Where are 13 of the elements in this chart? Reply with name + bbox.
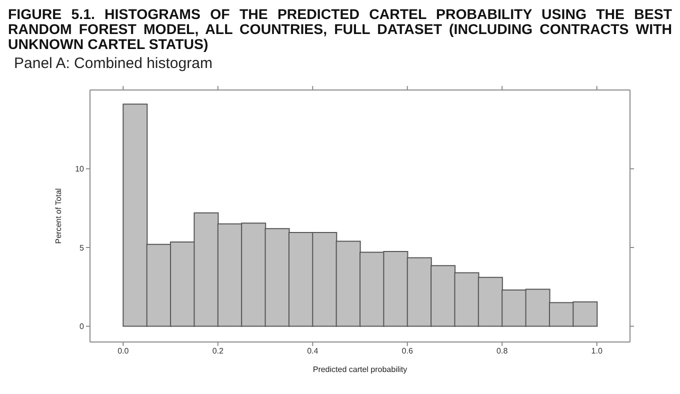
- x-tick-label: 0.0: [118, 346, 130, 356]
- x-tick-label: 0.4: [307, 346, 319, 356]
- x-tick-label: 1.0: [591, 346, 603, 356]
- y-tick-label: 0: [80, 322, 85, 332]
- x-axis-title: Predicted cartel probability: [312, 365, 408, 374]
- y-tick-label: 5: [80, 243, 85, 252]
- x-tick-label: 0.6: [402, 346, 414, 356]
- chart-title: FIGURE 5.1. HISTOGRAMS OF THE PREDICTED CARTEL PROBABILITY USING THE BEST RANDOM FOREST MODEL, ALL COUNTRIES, FULL DATASET (INCLUDING CONTRACTS WITH UNKNOWN CARTEL STATUS): [8, 7, 672, 53]
- y-axis-title: Percent of Total: [54, 188, 63, 244]
- chart-subtitle: Panel A: Combined histogram: [14, 55, 214, 72]
- x-tick-label: 0.2: [212, 346, 224, 356]
- y-tick-label: 10: [75, 164, 85, 174]
- x-tick-label: 0.8: [496, 346, 508, 356]
